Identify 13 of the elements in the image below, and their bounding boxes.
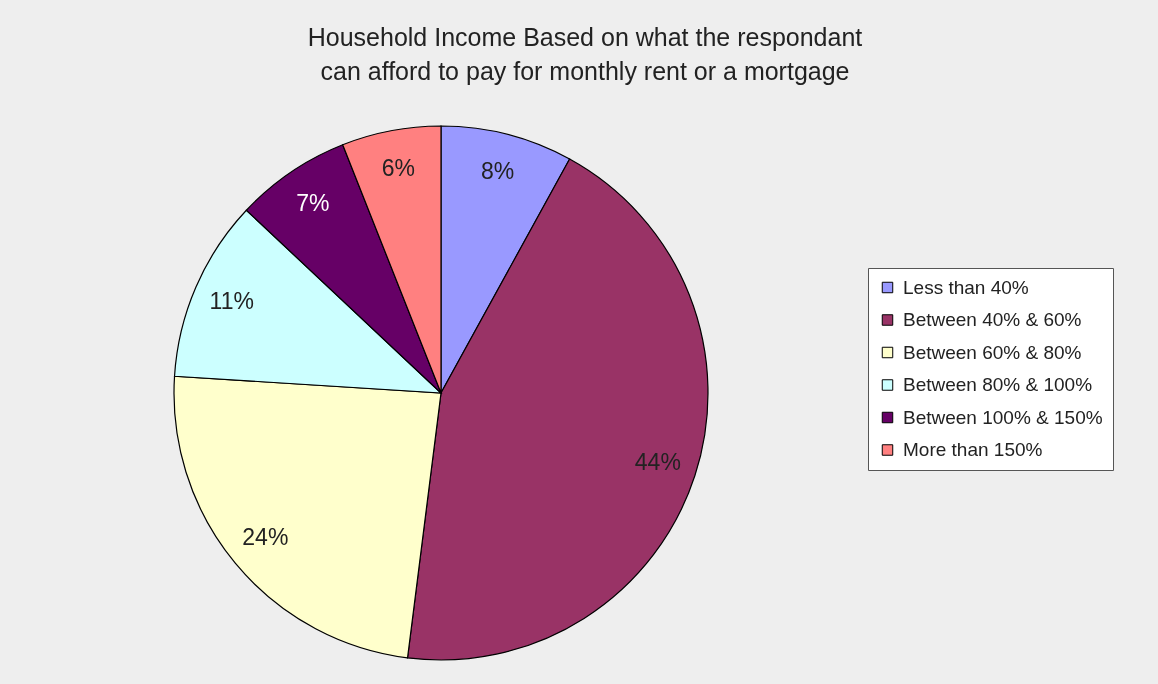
- data-label: 7%: [296, 190, 330, 217]
- legend-label: More than 150%: [903, 439, 1043, 460]
- legend-label: Less than 40%: [903, 276, 1029, 298]
- data-label: 6%: [381, 155, 415, 182]
- chart-title: Household Income Based on what the respondant can afford to pay for monthly rent or a mortgage: [307, 23, 863, 85]
- data-label: 8%: [481, 158, 515, 185]
- legend-label: Between 40% & 60%: [903, 309, 1082, 330]
- legend-label: Between 80% & 100%: [903, 374, 1093, 395]
- legend-label: Between 60% & 80%: [903, 341, 1082, 363]
- data-label: 11%: [209, 288, 254, 315]
- data-label: 24%: [242, 524, 289, 551]
- legend-label: Between 100% & 150%: [903, 406, 1103, 428]
- data-label: 44%: [634, 449, 681, 476]
